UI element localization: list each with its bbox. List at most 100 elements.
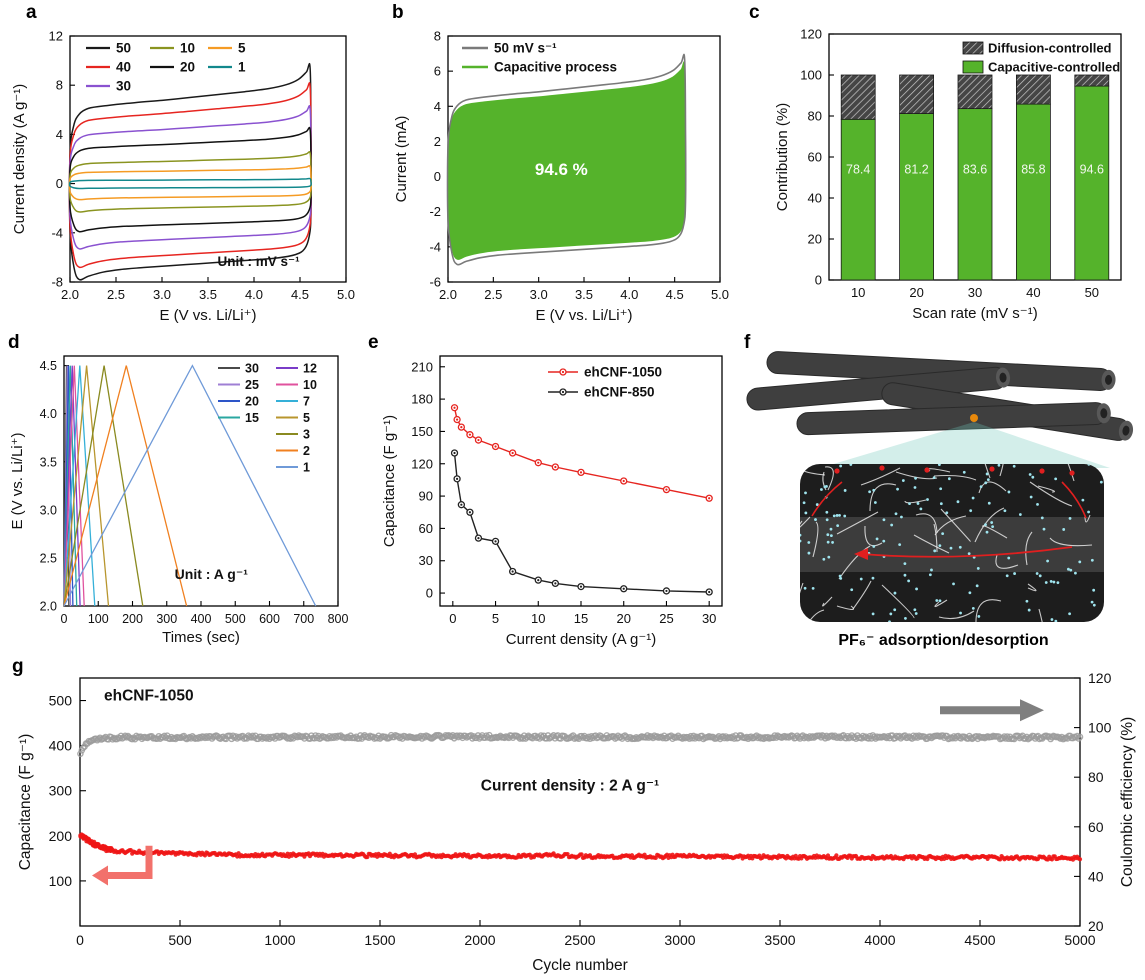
svg-text:83.6: 83.6 bbox=[963, 162, 987, 176]
gcd-curve-10 bbox=[63, 365, 85, 607]
panel-label-d: d bbox=[8, 332, 20, 353]
fiber-adsorption-illustration bbox=[746, 351, 1134, 622]
svg-text:Current density : 2 A g⁻¹: Current density : 2 A g⁻¹ bbox=[481, 778, 659, 795]
svg-text:-4: -4 bbox=[429, 239, 441, 254]
svg-text:30: 30 bbox=[702, 611, 716, 626]
bar-capacitive-10 bbox=[840, 118, 876, 281]
bar-capacitive-20 bbox=[899, 113, 935, 281]
cv-curves bbox=[68, 63, 312, 281]
svg-text:5.0: 5.0 bbox=[337, 287, 355, 302]
svg-text:3.0: 3.0 bbox=[153, 287, 171, 302]
svg-text:-4: -4 bbox=[51, 225, 63, 240]
svg-text:4: 4 bbox=[434, 99, 441, 114]
svg-text:10: 10 bbox=[180, 41, 195, 56]
panel-g-cycling-stability: g 0 500 1000 1500 2000 2500 3000 3500 4000 4500 50… bbox=[0, 654, 1145, 980]
svg-text:Current density (A g⁻¹): Current density (A g⁻¹) bbox=[506, 631, 656, 648]
svg-text:120: 120 bbox=[1088, 670, 1112, 686]
bar-diffusion-20 bbox=[899, 74, 935, 114]
svg-text:0: 0 bbox=[426, 586, 433, 601]
svg-text:700: 700 bbox=[293, 612, 314, 626]
svg-text:4500: 4500 bbox=[964, 932, 995, 948]
cv-curve-1 bbox=[68, 177, 312, 190]
svg-text:-6: -6 bbox=[429, 275, 441, 290]
svg-text:3.5: 3.5 bbox=[199, 287, 217, 302]
svg-text:6: 6 bbox=[434, 64, 441, 79]
legend-swatch bbox=[962, 41, 984, 55]
cv-scan-rate-chart: 2.0 2.5 3.0 3.5 4.0 4.5 5.0 -8 -4 0 4 8 12 E (V vs. L… bbox=[11, 29, 355, 325]
svg-text:0: 0 bbox=[61, 612, 68, 626]
svg-text:20: 20 bbox=[1088, 918, 1104, 934]
svg-text:25: 25 bbox=[659, 611, 673, 626]
svg-text:2500: 2500 bbox=[564, 932, 595, 948]
svg-text:4.0: 4.0 bbox=[620, 287, 638, 302]
svg-text:10: 10 bbox=[303, 378, 317, 392]
panel-label-c: c bbox=[749, 2, 760, 23]
svg-text:ehCNF-850: ehCNF-850 bbox=[584, 385, 655, 400]
svg-text:5: 5 bbox=[303, 411, 310, 425]
cycling-stability-chart: 0 500 1000 1500 2000 2500 3000 3500 4000 4500 5000… bbox=[17, 670, 1136, 974]
svg-text:2.0: 2.0 bbox=[61, 287, 79, 302]
svg-text:2: 2 bbox=[434, 134, 441, 149]
svg-text:40: 40 bbox=[1088, 868, 1104, 884]
svg-text:E (V vs. Li/Li⁺): E (V vs. Li/Li⁺) bbox=[9, 432, 26, 529]
gcd-curve-5 bbox=[63, 365, 110, 607]
svg-text:2.5: 2.5 bbox=[107, 287, 125, 302]
svg-text:0: 0 bbox=[76, 932, 84, 948]
svg-text:3.5: 3.5 bbox=[575, 287, 593, 302]
svg-text:2: 2 bbox=[303, 444, 310, 458]
svg-text:300: 300 bbox=[156, 612, 177, 626]
svg-text:94.6: 94.6 bbox=[1080, 162, 1104, 176]
left-axis-arrow bbox=[106, 845, 153, 879]
svg-text:Scan rate (mV s⁻¹): Scan rate (mV s⁻¹) bbox=[912, 305, 1037, 322]
svg-text:10: 10 bbox=[851, 285, 865, 300]
svg-text:100: 100 bbox=[88, 612, 109, 626]
svg-text:200: 200 bbox=[122, 612, 143, 626]
svg-text:Capacitive process: Capacitive process bbox=[494, 60, 617, 75]
illustration-caption: PF₆⁻ adsorption/desorption bbox=[838, 632, 1049, 649]
svg-text:85.8: 85.8 bbox=[1021, 162, 1045, 176]
bar-capacitive-50 bbox=[1074, 85, 1110, 281]
svg-text:1000: 1000 bbox=[264, 932, 295, 948]
panel-b-capacitive-cv: b 2.0 2.5 3.0 3.5 4.0 4.5 5.0 -6 -4 -2 0 2 4 6 8 E (V v… bbox=[378, 0, 743, 330]
svg-text:40: 40 bbox=[116, 60, 131, 75]
svg-text:30: 30 bbox=[116, 79, 131, 94]
svg-text:210: 210 bbox=[411, 359, 433, 374]
svg-text:ehCNF-1050: ehCNF-1050 bbox=[104, 688, 194, 705]
cv-curve-40 bbox=[68, 82, 312, 269]
svg-text:20: 20 bbox=[909, 285, 923, 300]
cv-curve-10 bbox=[68, 150, 312, 213]
svg-text:78.4: 78.4 bbox=[846, 162, 870, 176]
rate-capability-chart: 0 5 10 15 20 25 30 0 30 60 90 120 150 180 210 Current d… bbox=[381, 355, 723, 648]
svg-text:0: 0 bbox=[449, 611, 456, 626]
cv-curve-5 bbox=[68, 165, 312, 201]
svg-text:50 mV s⁻¹: 50 mV s⁻¹ bbox=[494, 41, 557, 56]
svg-text:7: 7 bbox=[303, 395, 310, 409]
svg-text:E (V vs. Li/Li⁺): E (V vs. Li/Li⁺) bbox=[535, 307, 632, 324]
svg-text:50: 50 bbox=[116, 41, 131, 56]
panel-label-f: f bbox=[744, 332, 751, 353]
svg-text:5.0: 5.0 bbox=[711, 287, 729, 302]
svg-text:3000: 3000 bbox=[664, 932, 695, 948]
cv-curve-20 bbox=[68, 126, 312, 233]
bar-capacitive-40 bbox=[1015, 103, 1051, 281]
svg-text:Unit : mV s⁻¹: Unit : mV s⁻¹ bbox=[218, 254, 301, 269]
svg-text:8: 8 bbox=[434, 29, 441, 44]
panel-e-rate-capability: e 0 5 10 15 20 25 30 0 30 60 90 120 150 180 210 Current… bbox=[362, 332, 742, 654]
svg-text:50: 50 bbox=[1085, 285, 1099, 300]
capacitive-process-chart: 2.0 2.5 3.0 3.5 4.0 4.5 5.0 -6 -4 -2 0 2 4 6 8 E (V vs.… bbox=[393, 29, 729, 325]
svg-text:81.2: 81.2 bbox=[904, 162, 928, 176]
panel-label-e: e bbox=[368, 332, 379, 353]
gcd-chart: 0 100 200 300 400 500 600 700 800 2.0 2.5 3.0 3.5 4.0… bbox=[9, 355, 348, 646]
svg-text:10: 10 bbox=[531, 611, 545, 626]
svg-text:15: 15 bbox=[574, 611, 588, 626]
svg-text:2.5: 2.5 bbox=[484, 287, 502, 302]
svg-text:80: 80 bbox=[1088, 769, 1104, 785]
svg-text:30: 30 bbox=[968, 285, 982, 300]
svg-text:3: 3 bbox=[303, 428, 310, 442]
panel-d-gcd-curves: d 0 100 200 300 400 500 600 700 800 2.0 2.5 3.0 3.5 4… bbox=[0, 332, 362, 654]
svg-text:20: 20 bbox=[245, 395, 259, 409]
panel-c-contribution-bars: c 0 20 40 60 80 100 120 Scan rate (mV s⁻¹) Contr… bbox=[743, 0, 1145, 330]
svg-text:3.0: 3.0 bbox=[40, 503, 57, 517]
bar-diffusion-50 bbox=[1074, 74, 1110, 87]
